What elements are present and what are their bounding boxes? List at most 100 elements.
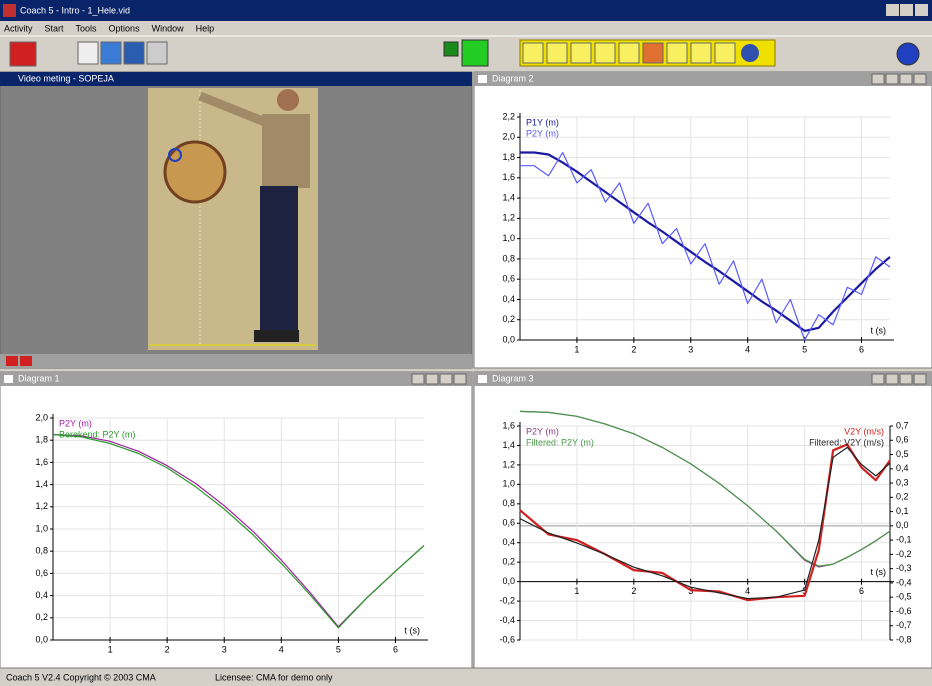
page: Coach 5 - Intro - 1_Hele.vid Activity Sta… (0, 0, 932, 686)
window-title-bar (474, 372, 932, 386)
tool-button[interactable] (547, 43, 567, 63)
window-button[interactable] (914, 374, 926, 384)
video-window: Video meting - SOPEJA (0, 72, 472, 368)
wheel (165, 142, 225, 202)
window-icon (478, 375, 487, 383)
window-button[interactable] (914, 74, 926, 84)
menu-item[interactable]: Help (196, 23, 215, 33)
x-tick-label: 5 (336, 644, 341, 654)
monitor-button[interactable] (444, 42, 458, 56)
y-tick-label: 1,4 (502, 192, 515, 202)
window-title-bar (474, 72, 932, 86)
title-bar (0, 0, 932, 21)
window-title-bar (0, 372, 472, 386)
y-tick-label: 0,8 (502, 253, 515, 263)
play-button[interactable] (6, 356, 18, 366)
y-tick-label: 1,0 (502, 479, 515, 489)
y2-tick-label: -0,1 (896, 535, 912, 545)
diagram-window: Diagram 10,00,20,40,60,81,01,21,41,61,82… (0, 372, 472, 668)
y-tick-label: 1,0 (35, 523, 48, 533)
x-tick-label: 6 (859, 586, 864, 596)
window-button[interactable] (872, 374, 884, 384)
window-button[interactable] (872, 74, 884, 84)
menu-item[interactable]: Options (109, 23, 141, 33)
app-title: Coach 5 - Intro - 1_Hele.vid (20, 5, 130, 15)
open-button[interactable] (101, 42, 121, 64)
window-button[interactable] (426, 374, 438, 384)
y-tick-label: 0,4 (35, 590, 48, 600)
tool-button[interactable] (619, 43, 639, 63)
legend-entry: P1Y (m) (526, 117, 559, 127)
window-button[interactable] (900, 374, 912, 384)
legend-entry: P2Y (m) (59, 418, 92, 428)
status-text: Coach 5 V2.4 Copyright © 2003 CMA (6, 672, 156, 682)
x-axis-label: t (s) (405, 625, 421, 635)
y2-tick-label: 0,3 (896, 477, 909, 487)
window-title: Diagram 1 (18, 373, 60, 383)
y-tick-label: 1,2 (502, 459, 515, 469)
start-button[interactable] (462, 40, 488, 66)
y2-tick-label: 0,6 (896, 435, 909, 445)
y-tick-label: 0,8 (502, 498, 515, 508)
y-tick-label: 0,0 (35, 634, 48, 644)
diagram-window: Diagram 20,00,20,40,60,81,01,21,41,61,82… (474, 72, 932, 368)
y-tick-label: 2,0 (502, 132, 515, 142)
tool-button[interactable] (595, 43, 615, 63)
tool-button[interactable] (691, 43, 711, 63)
menu-item[interactable]: Activity (4, 23, 33, 33)
window-button[interactable] (886, 374, 898, 384)
person-shoes (254, 330, 299, 342)
y2-tick-label: -0,2 (896, 549, 912, 559)
menu-item[interactable]: Window (152, 23, 185, 33)
save-button[interactable] (124, 42, 144, 64)
y-tick-label: 0,2 (502, 314, 515, 324)
y2-tick-label: -0,5 (896, 592, 912, 602)
y-tick-label: 1,4 (502, 440, 515, 450)
y-tick-label: 1,6 (502, 420, 515, 430)
new-button[interactable] (78, 42, 98, 64)
x-tick-label: 4 (745, 586, 750, 596)
menu-item[interactable]: Tools (76, 23, 98, 33)
globe-button[interactable] (741, 44, 759, 62)
y-tick-label: 1,4 (35, 479, 48, 489)
y2-tick-label: -0,4 (896, 577, 912, 587)
legend-entry: Filtered: P2Y (m) (526, 437, 594, 447)
minimize-button[interactable] (886, 4, 899, 16)
legend-entry: Filtered: V2Y (m/s) (809, 437, 884, 447)
window-button[interactable] (900, 74, 912, 84)
window-icon (4, 375, 13, 383)
x-axis-label: t (s) (871, 567, 887, 577)
y-tick-label: -0,6 (499, 634, 515, 644)
legend-entry: V2Y (m/s) (844, 426, 884, 436)
y-tick-label: 0,6 (502, 274, 515, 284)
exit-button[interactable] (10, 42, 36, 66)
video-timeline[interactable] (0, 354, 472, 368)
y-tick-label: 0,2 (502, 557, 515, 567)
window-button[interactable] (440, 374, 452, 384)
close-button[interactable] (915, 4, 928, 16)
tool-button[interactable] (523, 43, 543, 63)
window-title: Video meting - SOPEJA (18, 73, 114, 83)
help-button[interactable] (897, 43, 919, 65)
menu-item[interactable]: Start (45, 23, 65, 33)
stop-button[interactable] (20, 356, 32, 366)
tool-button[interactable] (667, 43, 687, 63)
app-icon (3, 4, 16, 17)
tool-button[interactable] (643, 43, 663, 63)
tool-button[interactable] (571, 43, 591, 63)
y2-tick-label: 0,4 (896, 463, 909, 473)
maximize-button[interactable] (900, 4, 913, 16)
window-button[interactable] (412, 374, 424, 384)
x-tick-label: 6 (859, 344, 864, 354)
window-button[interactable] (886, 74, 898, 84)
y-tick-label: 0,6 (502, 518, 515, 528)
tool-button[interactable] (715, 43, 735, 63)
legend-entry: P2Y (m) (526, 426, 559, 436)
y-tick-label: 1,2 (35, 501, 48, 511)
x-tick-label: 4 (279, 644, 284, 654)
window-button[interactable] (454, 374, 466, 384)
y-tick-label: -0,4 (499, 615, 515, 625)
x-tick-label: 1 (574, 586, 579, 596)
y-tick-label: 1,6 (35, 457, 48, 467)
print-button[interactable] (147, 42, 167, 64)
